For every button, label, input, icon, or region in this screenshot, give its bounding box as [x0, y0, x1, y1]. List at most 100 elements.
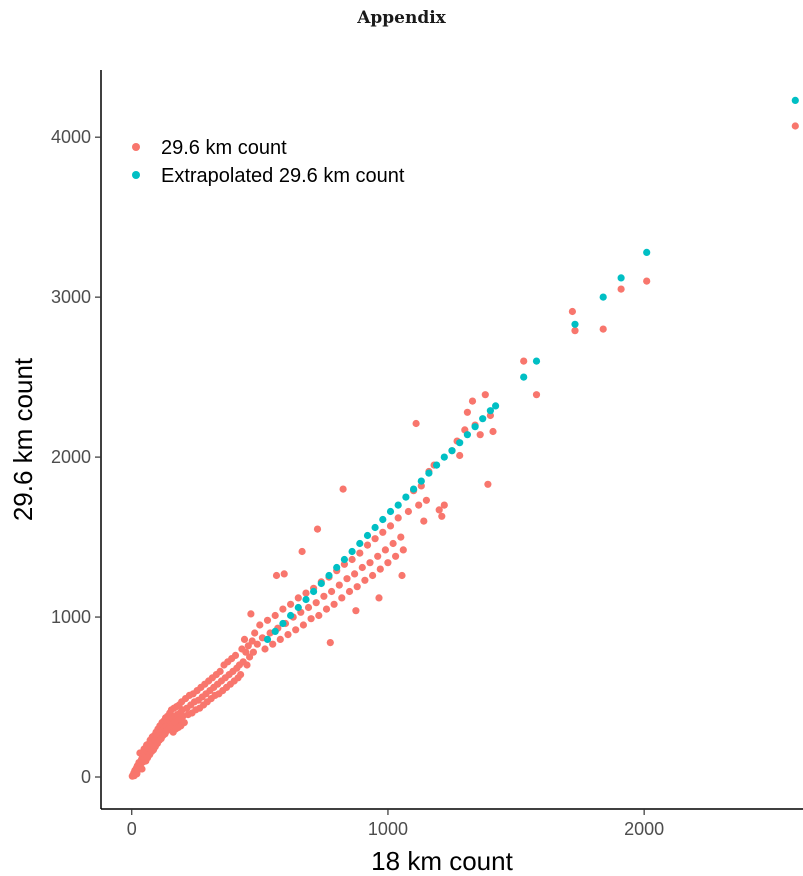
data-point-series-1	[330, 600, 338, 608]
data-point-series-1	[328, 587, 336, 596]
data-point-series-1	[392, 552, 400, 560]
data-point-series-1	[394, 514, 402, 522]
data-point-series-1	[284, 631, 292, 639]
data-point-series-1	[481, 391, 489, 399]
data-point-series-2	[379, 515, 387, 524]
data-point-series-1	[261, 645, 269, 653]
data-point-series-1	[404, 507, 412, 516]
data-point-series-1	[242, 648, 250, 656]
data-point-series-1	[356, 549, 364, 557]
data-point-series-2	[617, 274, 625, 282]
data-point-series-2	[263, 635, 272, 644]
data-point-series-1	[249, 648, 257, 656]
data-point-series-1	[312, 599, 320, 607]
data-point-series-1	[276, 635, 284, 644]
data-point-series-1	[251, 629, 259, 637]
data-point-series-1	[244, 642, 252, 650]
data-point-series-2	[520, 373, 528, 381]
data-point-series-1	[489, 427, 497, 436]
data-point-series-1	[351, 570, 359, 578]
data-point-series-1	[338, 594, 346, 602]
data-point-series-2	[356, 539, 364, 548]
data-point-series-1	[398, 571, 406, 580]
x-tick-label: 2000	[624, 819, 664, 839]
data-point-series-2	[402, 493, 410, 501]
data-point-series-2	[394, 501, 402, 509]
data-point-series-2	[371, 523, 379, 532]
y-ticks: 0 1000 2000 3000 4000	[51, 127, 101, 787]
x-ticks: 0 1000 2000	[127, 809, 664, 839]
data-point-series-1	[343, 575, 351, 583]
data-point-series-1	[420, 517, 428, 525]
data-point-series-1	[335, 581, 343, 589]
data-point-series-1	[339, 485, 347, 493]
data-point-series-1	[389, 539, 397, 548]
data-point-series-1	[371, 535, 379, 543]
data-point-series-2	[325, 571, 333, 580]
data-point-series-2	[448, 447, 456, 455]
data-point-series-1	[617, 285, 625, 293]
y-tick-label: 1000	[51, 607, 91, 627]
data-point-series-1	[240, 635, 249, 644]
data-point-series-1	[353, 583, 361, 591]
data-point-series-1	[463, 408, 471, 416]
data-point-series-1	[381, 546, 389, 554]
data-point-series-1	[320, 592, 328, 600]
legend-marker-series-1	[132, 143, 140, 151]
y-tick-label: 4000	[51, 127, 91, 147]
page-title: Appendix	[357, 8, 446, 28]
data-point-series-1	[294, 594, 302, 602]
data-point-series-2	[463, 431, 471, 439]
data-point-series-2	[410, 485, 418, 493]
data-point-series-1	[438, 512, 446, 520]
data-point-series-1	[326, 639, 334, 647]
data-point-series-1	[315, 611, 323, 620]
data-point-series-1	[422, 496, 430, 504]
data-point-series-2	[486, 407, 494, 415]
data-point-series-1	[287, 600, 295, 608]
data-point-series-1	[397, 533, 405, 541]
data-point-series-2	[317, 579, 325, 588]
legend: 29.6 km count Extrapolated 29.6 km count	[132, 137, 405, 187]
data-point-series-2	[791, 96, 799, 104]
data-point-series-1	[292, 626, 300, 634]
y-tick-label: 3000	[51, 287, 91, 307]
data-point-series-1	[322, 605, 331, 613]
data-point-series-1	[520, 357, 528, 365]
data-point-series-1	[375, 594, 383, 602]
data-point-series-1	[299, 621, 307, 629]
data-point-series-1	[313, 525, 322, 533]
data-point-series-1	[379, 528, 387, 536]
data-point-series-2	[363, 531, 372, 540]
data-point-series-1	[571, 327, 579, 335]
data-point-series-1	[271, 611, 279, 620]
data-point-series-2	[532, 357, 541, 365]
data-point-series-1	[386, 522, 395, 530]
data-point-series-1	[246, 653, 254, 661]
data-point-series-1	[468, 397, 477, 405]
data-point-series-1	[399, 546, 407, 554]
legend-marker-series-2	[132, 171, 140, 179]
data-point-series-1	[366, 559, 374, 567]
data-point-series-1	[435, 506, 443, 514]
x-tick-label: 1000	[368, 819, 408, 839]
data-point-series-1	[415, 501, 423, 509]
data-point-series-1	[412, 419, 420, 428]
data-point-series-1	[253, 640, 261, 648]
data-point-series-1	[376, 565, 384, 573]
data-point-series-1	[352, 607, 360, 615]
data-point-series-2	[425, 469, 433, 477]
data-point-series-1	[280, 570, 288, 578]
data-point-series-1	[369, 571, 377, 580]
data-point-series-1	[374, 552, 382, 560]
data-point-series-2	[456, 439, 464, 447]
data-point-series-2	[471, 423, 479, 431]
points-layer	[128, 96, 799, 780]
data-point-series-1	[384, 559, 392, 567]
data-point-series-2	[479, 415, 487, 423]
y-axis-title: 29.6 km count	[8, 357, 38, 521]
data-point-series-1	[243, 661, 251, 669]
data-point-series-1	[304, 603, 313, 612]
data-point-series-2	[302, 595, 310, 604]
